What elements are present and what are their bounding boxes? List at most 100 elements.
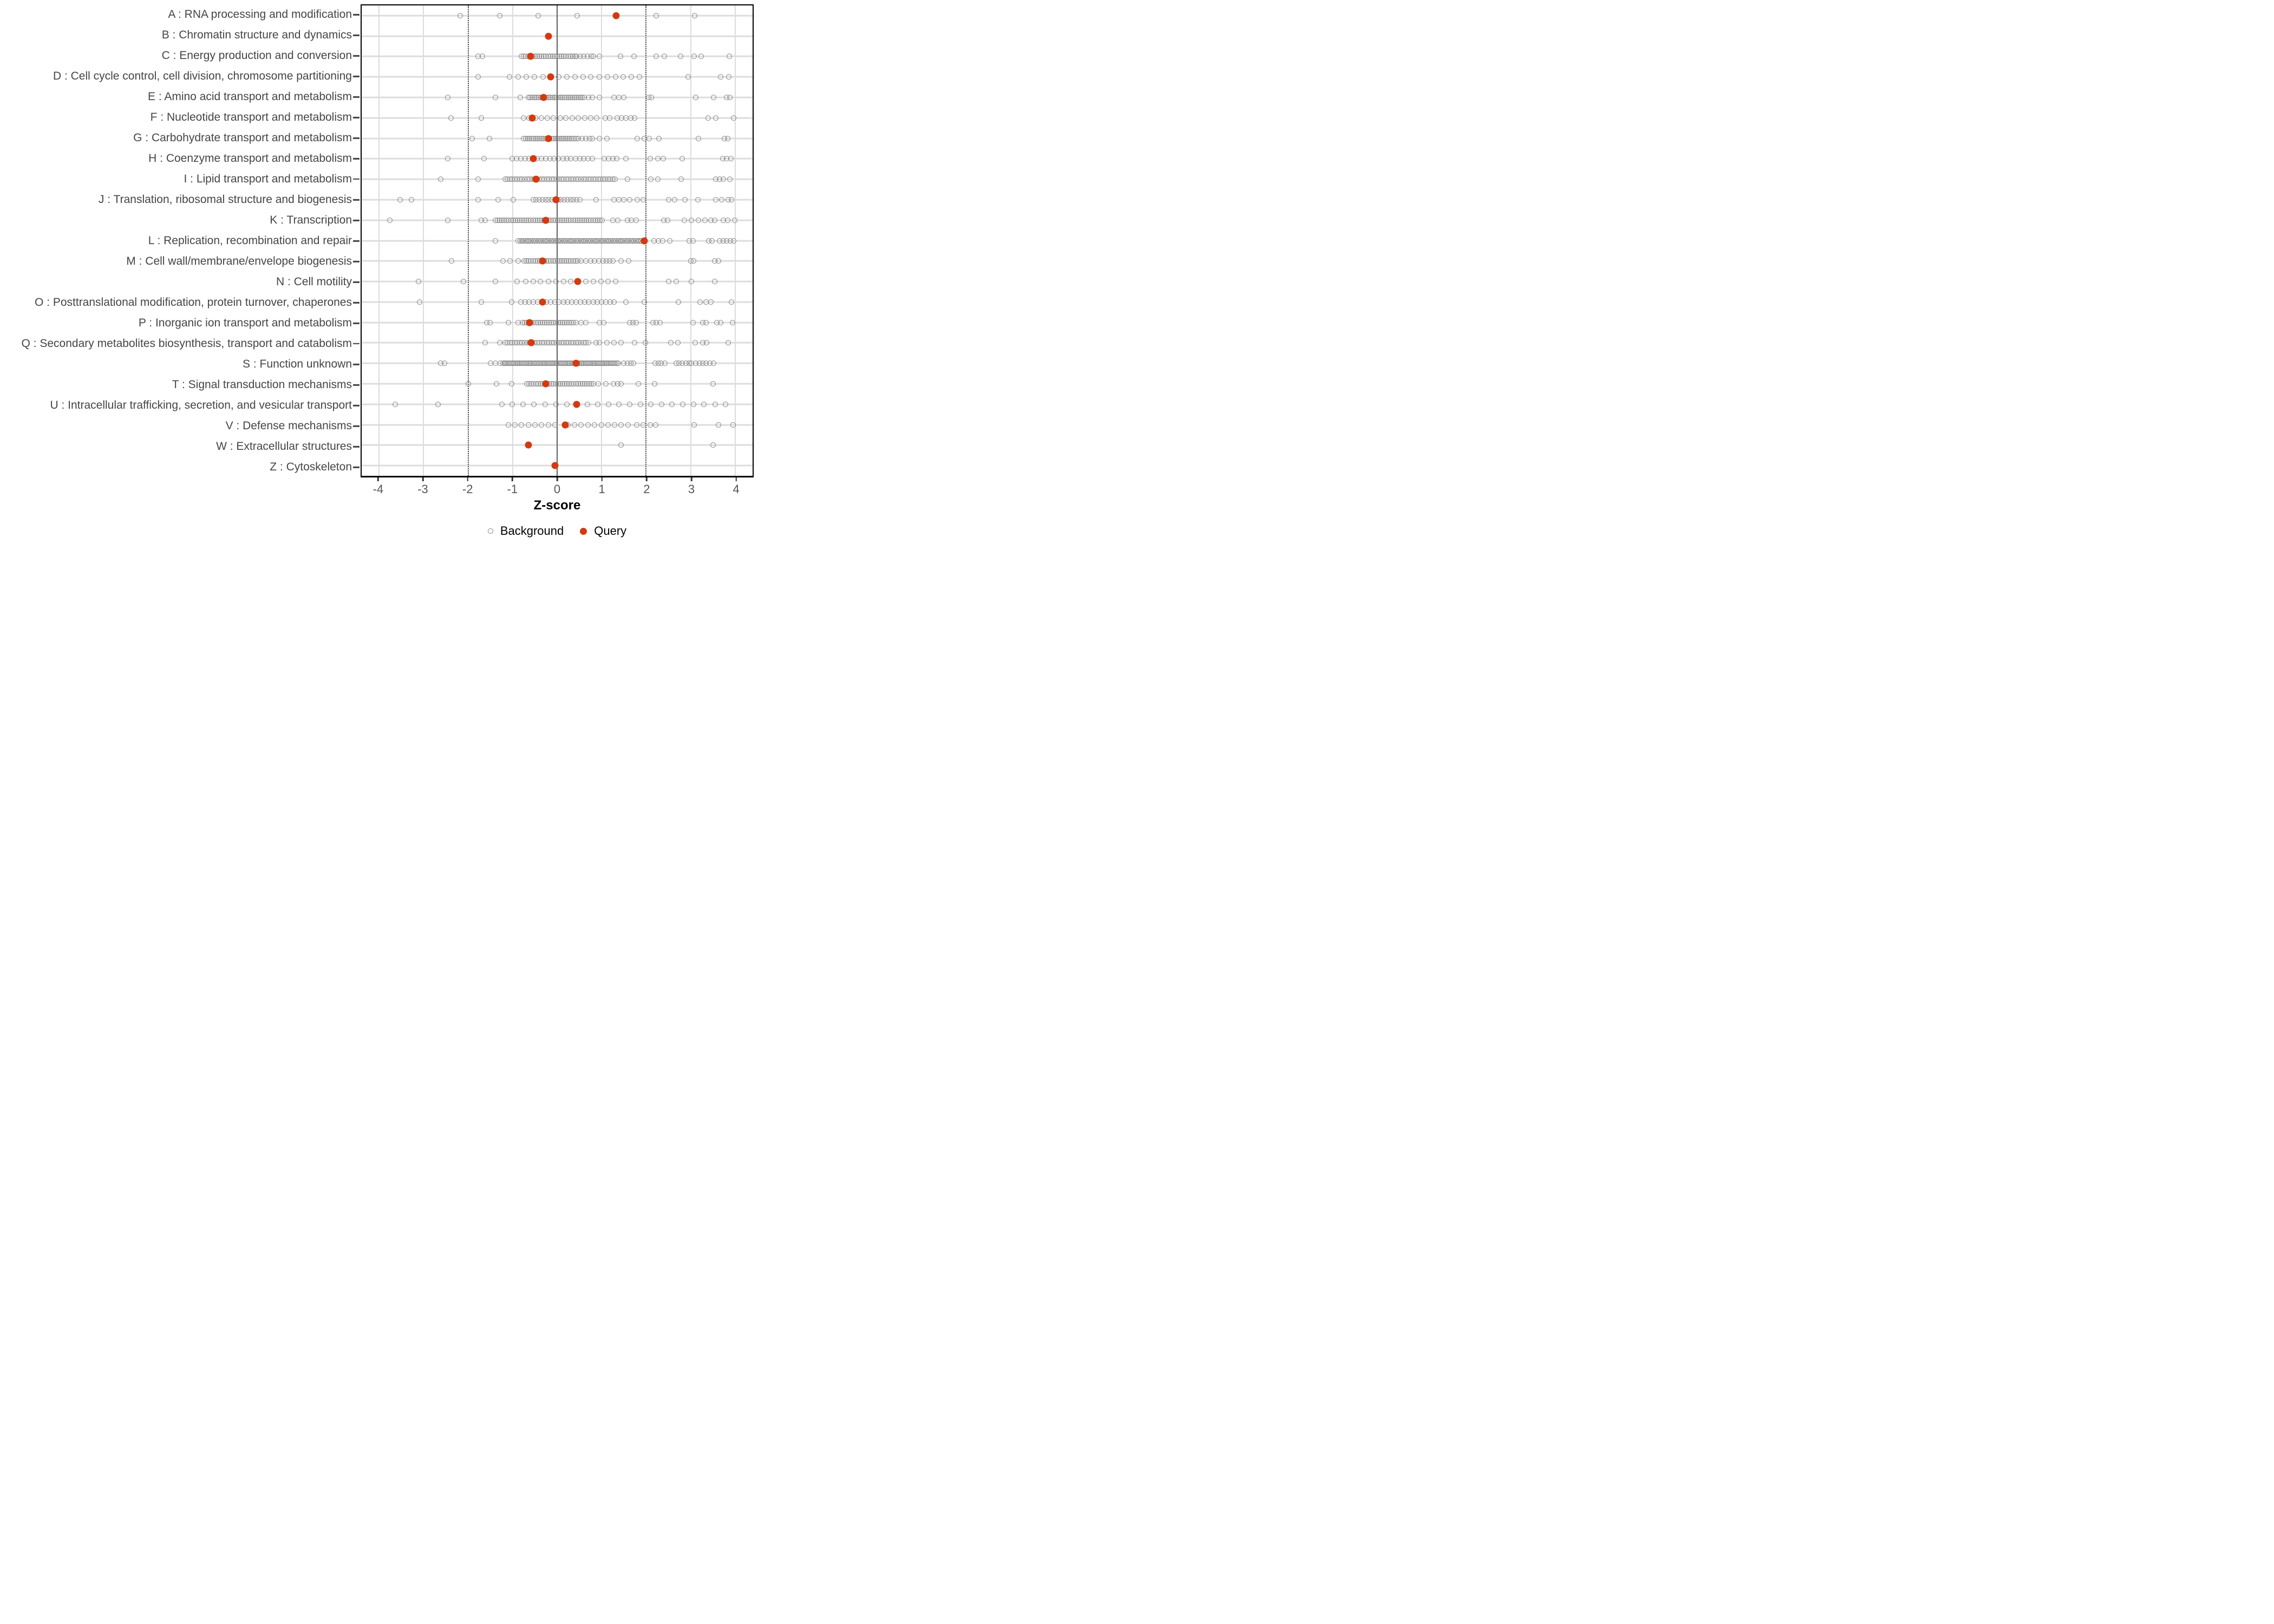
background-point (592, 422, 598, 428)
background-point (387, 217, 393, 223)
background-point (492, 238, 498, 244)
background-point (677, 54, 683, 60)
background-point (642, 340, 648, 346)
background-point (654, 54, 659, 60)
background-point (567, 279, 573, 285)
category-label-u: U : Intracellular trafficking, secretion… (50, 399, 352, 411)
background-point (710, 381, 716, 387)
background-point (573, 135, 579, 141)
background-point (662, 361, 668, 366)
background-point (701, 401, 707, 407)
background-point (614, 156, 620, 162)
background-point (637, 74, 643, 80)
background-point (416, 299, 422, 305)
y-tick (353, 158, 360, 160)
background-point (633, 217, 639, 223)
background-point (656, 135, 662, 141)
background-point (594, 401, 600, 407)
background-point (509, 401, 515, 407)
background-point (647, 422, 653, 428)
background-point (620, 74, 626, 80)
query-point (542, 217, 550, 224)
background-point (445, 156, 450, 162)
background-point (712, 401, 718, 407)
background-point (442, 361, 447, 366)
query-point (551, 462, 559, 469)
query-point (612, 12, 620, 19)
background-point (509, 381, 515, 387)
background-point (633, 319, 639, 325)
background-point (496, 340, 502, 346)
background-point (583, 319, 589, 325)
background-point (607, 115, 612, 121)
background-point (731, 115, 737, 121)
legend: Background Query (361, 523, 754, 539)
background-point (610, 258, 616, 264)
background-point (618, 381, 624, 387)
background-point (524, 74, 530, 80)
query-point (573, 401, 580, 408)
category-label-o: O : Posttranslational modification, prot… (35, 296, 352, 309)
background-point (690, 238, 696, 244)
background-point (499, 401, 505, 407)
background-point (634, 422, 640, 428)
background-point (691, 401, 697, 407)
background-point (587, 115, 593, 121)
legend-item-query: Query (580, 524, 626, 538)
background-point (618, 442, 624, 448)
background-point (583, 258, 589, 264)
background-point (692, 12, 698, 18)
background-point (675, 340, 681, 346)
background-point (715, 258, 721, 264)
background-point (583, 279, 589, 285)
background-point (682, 217, 688, 223)
background-point (615, 361, 621, 366)
y-tick (353, 14, 360, 16)
x-tick (377, 477, 379, 481)
background-point (732, 217, 738, 223)
background-point (662, 54, 668, 60)
background-point (722, 401, 728, 407)
background-point (703, 319, 709, 325)
background-point (648, 401, 654, 407)
background-point (646, 135, 652, 141)
category-label-n: N : Cell motility (276, 276, 352, 288)
background-point (611, 299, 617, 305)
background-point (673, 279, 679, 285)
y-tick (353, 446, 360, 448)
background-point (599, 422, 605, 428)
background-point (626, 258, 632, 264)
background-point (517, 95, 523, 101)
background-point (482, 340, 488, 346)
background-point (648, 176, 654, 182)
background-point (520, 115, 526, 121)
query-point (547, 73, 554, 81)
background-point (660, 156, 666, 162)
background-point (659, 401, 665, 407)
background-point (530, 279, 536, 285)
background-point (392, 401, 398, 407)
background-point (712, 279, 718, 285)
x-tick (422, 477, 424, 481)
query-point (545, 32, 552, 40)
background-point (397, 197, 403, 202)
background-point (629, 74, 635, 80)
background-point (630, 361, 636, 366)
background-point (719, 197, 725, 202)
background-point (546, 279, 552, 285)
background-point (574, 258, 580, 264)
background-point (685, 74, 691, 80)
y-tick (353, 466, 360, 468)
background-point (494, 381, 500, 387)
background-point (593, 197, 599, 202)
background-point (636, 381, 642, 387)
background-point (492, 279, 498, 285)
background-point (590, 54, 596, 60)
background-point (655, 176, 661, 182)
background-point (580, 74, 586, 80)
background-point (572, 74, 578, 80)
y-axis-ticks (353, 4, 361, 477)
background-point (415, 279, 421, 285)
background-point (655, 156, 661, 162)
background-point (691, 54, 697, 60)
